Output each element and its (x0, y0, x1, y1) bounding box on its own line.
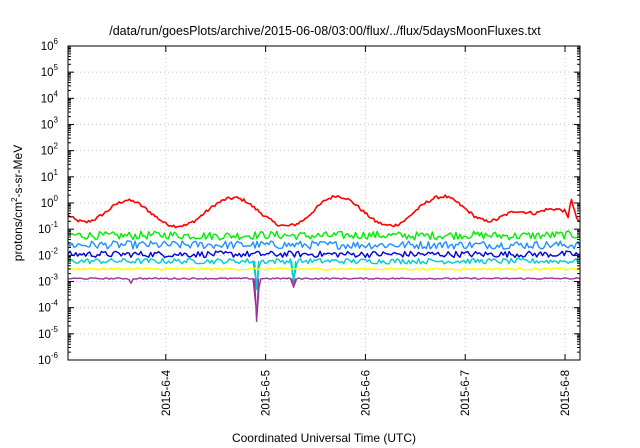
y-tick-label: 10-2 (38, 246, 58, 262)
y-tick-label: 10-5 (38, 325, 58, 341)
y-tick-label: 106 (41, 37, 59, 53)
y-tick-base: 10 (38, 250, 51, 262)
y-tick-label: 103 (41, 116, 59, 132)
y-tick-label: 102 (41, 142, 59, 158)
y-tick-label: 105 (41, 63, 59, 79)
y-tick-exp: 6 (54, 37, 59, 46)
series-line (67, 257, 581, 291)
y-axis: 10-610-510-410-310-210-11001011021031041… (38, 37, 580, 367)
y-tick-base: 10 (41, 146, 54, 158)
y-tick-exp: -6 (51, 351, 59, 360)
series-line (67, 230, 581, 241)
x-tick-label: 2015-6-4 (161, 369, 173, 416)
y-axis-label-sup: 2 (10, 197, 19, 202)
y-tick-label: 101 (41, 168, 59, 184)
y-tick-label: 10-6 (38, 351, 58, 367)
y-axis-label-part1: protons/cm (11, 202, 25, 261)
y-tick-label: 100 (41, 194, 59, 210)
y-tick-base: 10 (41, 198, 54, 210)
x-tick-label: 2015-6-8 (560, 370, 572, 416)
x-tick-label: 2015-6-5 (261, 370, 273, 416)
y-tick-base: 10 (38, 355, 51, 367)
y-tick-label: 10-4 (38, 299, 58, 315)
y-tick-exp: 1 (54, 168, 59, 177)
series-line (67, 194, 581, 229)
x-tick-label: 2015-6-6 (360, 370, 372, 416)
y-tick-label: 104 (41, 89, 59, 105)
series-line (67, 250, 581, 259)
y-tick-base: 10 (41, 120, 54, 132)
grid (68, 46, 580, 360)
y-tick-exp: -1 (51, 220, 59, 229)
y-tick-base: 10 (38, 329, 51, 341)
series-line (67, 267, 581, 271)
y-tick-exp: -3 (51, 273, 59, 282)
y-tick-base: 10 (41, 172, 54, 184)
y-tick-exp: -5 (51, 325, 59, 334)
y-tick-base: 10 (41, 67, 54, 79)
y-tick-base: 10 (38, 224, 51, 236)
y-tick-label: 10-1 (38, 220, 58, 236)
y-tick-exp: 0 (54, 194, 59, 203)
y-axis-label: protons/cm2-s-sr-MeV (10, 145, 25, 261)
x-axis-label: Coordinated Universal Time (UTC) (232, 431, 416, 445)
y-tick-base: 10 (41, 41, 54, 53)
y-axis-label-part2: -s-sr-MeV (11, 145, 25, 198)
y-tick-exp: 2 (54, 142, 59, 151)
y-tick-exp: 4 (54, 89, 59, 98)
y-tick-exp: -2 (51, 246, 59, 255)
y-tick-label: 10-3 (38, 273, 58, 289)
y-tick-base: 10 (38, 277, 51, 289)
y-tick-base: 10 (38, 303, 51, 315)
series-group (67, 194, 581, 322)
series-line (67, 240, 581, 250)
x-axis: 2015-6-4 2015-6-5 2015-6-6 2015-6-7 2015-6-8 (161, 46, 572, 416)
y-tick-exp: 3 (54, 116, 59, 125)
series-line (67, 277, 581, 322)
chart-title: /data/run/goesPlots/archive/2015-06-08/0… (109, 24, 541, 38)
y-tick-exp: 5 (54, 63, 59, 72)
y-tick-exp: -4 (51, 299, 59, 308)
x-tick-label: 2015-6-7 (460, 370, 472, 416)
y-tick-base: 10 (41, 93, 54, 105)
